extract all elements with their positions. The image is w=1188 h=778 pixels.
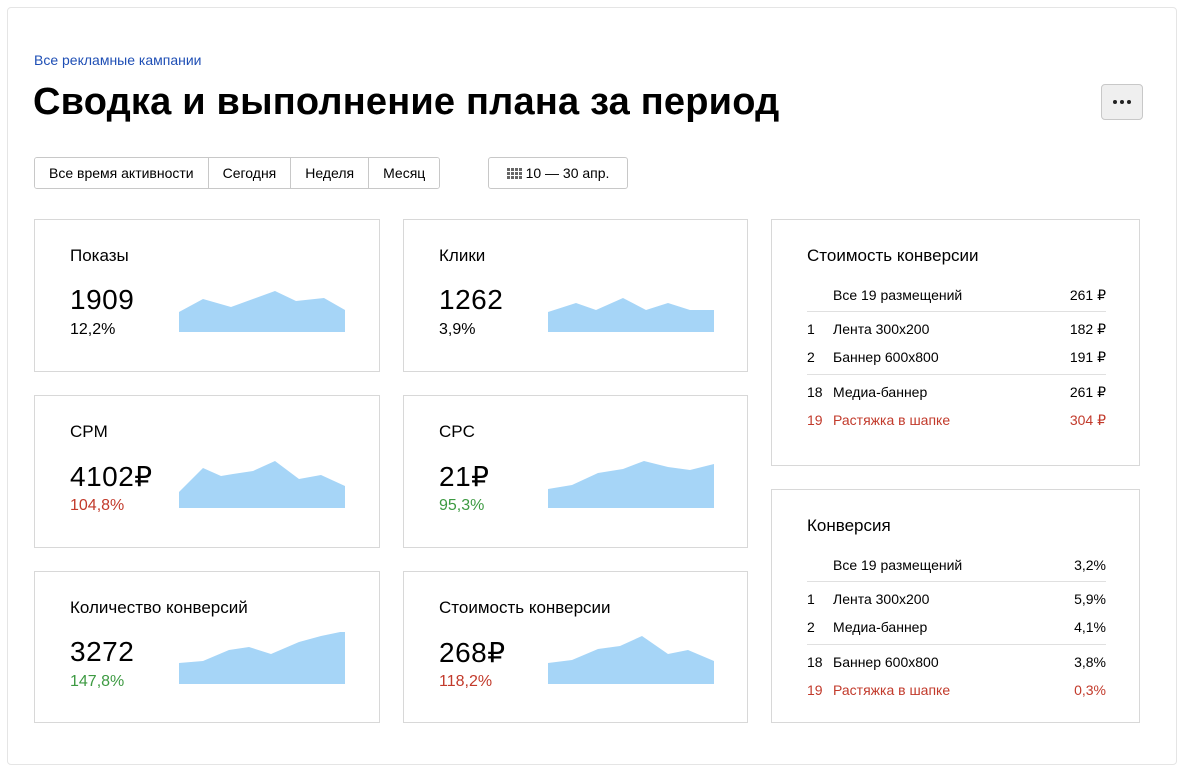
table-row[interactable]: 2 Баннер 600x800 191 ₽	[807, 343, 1106, 371]
row-value: 261 ₽	[1069, 384, 1106, 400]
ranking-table: Все 19 размещений 261 ₽ 1 Лента 300x200 …	[807, 281, 1106, 434]
table-row[interactable]: 19 Растяжка в шапке 0,3%	[807, 676, 1106, 704]
row-value: 191 ₽	[1069, 349, 1106, 365]
row-rank: 19	[807, 412, 823, 428]
ellipsis-icon	[1112, 100, 1133, 104]
table-row[interactable]: 1 Лента 300x200 5,9%	[807, 585, 1106, 613]
page-title: Сводка и выполнение плана за период	[33, 81, 780, 123]
metric-value: 268₽	[439, 637, 506, 668]
row-name: Все 19 размещений	[833, 557, 963, 573]
row-value: 3,8%	[1074, 654, 1106, 670]
metric-value: 21₽	[439, 461, 490, 492]
row-rank: 18	[807, 654, 823, 670]
metric-title: Показы	[70, 246, 129, 265]
range-week-button[interactable]: Неделя	[290, 158, 369, 188]
metric-title: Количество конверсий	[70, 598, 248, 617]
sparkline	[548, 298, 714, 332]
row-value: 3,2%	[1074, 557, 1106, 573]
divider	[807, 374, 1106, 375]
metric-value: 1262	[439, 284, 504, 315]
metric-card-conversions-count[interactable]: Количество конверсий 3272 147,8%	[34, 571, 380, 723]
metric-value: 1909	[70, 284, 135, 315]
divider	[807, 311, 1106, 312]
row-value: 304 ₽	[1069, 412, 1106, 428]
sparkline	[179, 461, 345, 508]
metric-change: 3,9%	[439, 321, 476, 338]
metric-title: Клики	[439, 246, 486, 265]
row-value: 182 ₽	[1069, 321, 1106, 337]
range-all-time-button[interactable]: Все время активности	[35, 158, 208, 188]
row-value: 5,9%	[1074, 591, 1106, 607]
metric-card-conversion-cost[interactable]: Стоимость конверсии 268₽ 118,2%	[403, 571, 748, 723]
breadcrumb[interactable]: Все рекламные кампании	[34, 52, 202, 68]
metric-title: Стоимость конверсии	[439, 598, 611, 617]
metric-card-clicks[interactable]: Клики 1262 3,9%	[403, 219, 748, 372]
conversion-panel: Конверсия Все 19 размещений 3,2% 1 Лента…	[771, 489, 1140, 723]
metric-value: 3272	[70, 636, 135, 667]
metric-change: 12,2%	[70, 321, 116, 338]
row-name: Растяжка в шапке	[833, 412, 951, 428]
row-name: Лента 300x200	[833, 321, 930, 337]
total-row: Все 19 размещений 3,2%	[807, 551, 1106, 579]
sparkline	[179, 291, 345, 332]
divider	[807, 581, 1106, 582]
range-today-button[interactable]: Сегодня	[207, 158, 291, 188]
cost-per-conversion-panel: Стоимость конверсии Все 19 размещений 26…	[771, 219, 1140, 466]
row-name: Растяжка в шапке	[833, 682, 951, 698]
table-row[interactable]: 1 Лента 300x200 182 ₽	[807, 315, 1106, 343]
table-row[interactable]: 18 Баннер 600x800 3,8%	[807, 648, 1106, 676]
period-range-group: Все время активности Сегодня Неделя Меся…	[34, 157, 441, 189]
metric-title: CPC	[439, 422, 475, 441]
table-row[interactable]: 2 Медиа-баннер 4,1%	[807, 613, 1106, 641]
row-name: Лента 300x200	[833, 591, 930, 607]
date-range-label: 10 — 30 апр.	[525, 165, 610, 181]
metric-change: 118,2%	[439, 673, 493, 690]
row-rank: 2	[807, 349, 815, 365]
row-value: 0,3%	[1074, 682, 1106, 698]
row-name: Медиа-баннер	[833, 384, 928, 400]
metric-value: 4102₽	[70, 461, 153, 492]
row-rank: 1	[807, 591, 815, 607]
row-rank: 19	[807, 682, 823, 698]
ranking-table: Все 19 размещений 3,2% 1 Лента 300x200 5…	[807, 551, 1106, 704]
table-row[interactable]: 19 Растяжка в шапке 304 ₽	[807, 406, 1106, 434]
row-name: Все 19 размещений	[833, 287, 963, 303]
metric-card-cpm[interactable]: CPM 4102₽ 104,8%	[34, 395, 380, 548]
table-row[interactable]: 18 Медиа-баннер 261 ₽	[807, 378, 1106, 406]
more-button[interactable]	[1101, 84, 1143, 120]
row-name: Баннер 600x800	[833, 654, 939, 670]
metric-change: 95,3%	[439, 497, 485, 514]
row-value: 4,1%	[1074, 619, 1106, 635]
row-value: 261 ₽	[1069, 287, 1106, 303]
metric-title: CPM	[70, 422, 108, 441]
panel-title: Конверсия	[807, 516, 891, 535]
row-rank: 1	[807, 321, 815, 337]
row-name: Баннер 600x800	[833, 349, 939, 365]
row-name: Медиа-баннер	[833, 619, 928, 635]
panel-title: Стоимость конверсии	[807, 246, 979, 265]
sparkline	[548, 461, 714, 508]
total-row: Все 19 размещений 261 ₽	[807, 281, 1106, 309]
row-rank: 18	[807, 384, 823, 400]
metric-card-impressions[interactable]: Показы 1909 12,2%	[34, 219, 380, 372]
row-rank: 2	[807, 619, 815, 635]
divider	[807, 644, 1106, 645]
range-month-button[interactable]: Месяц	[368, 158, 440, 188]
sparkline	[179, 632, 345, 684]
date-range-button[interactable]: 10 — 30 апр.	[488, 157, 628, 189]
sparkline	[548, 636, 714, 684]
metric-change: 104,8%	[70, 497, 125, 514]
metric-card-cpc[interactable]: CPC 21₽ 95,3%	[403, 395, 748, 548]
metric-change: 147,8%	[70, 673, 125, 690]
calendar-icon	[506, 167, 522, 179]
